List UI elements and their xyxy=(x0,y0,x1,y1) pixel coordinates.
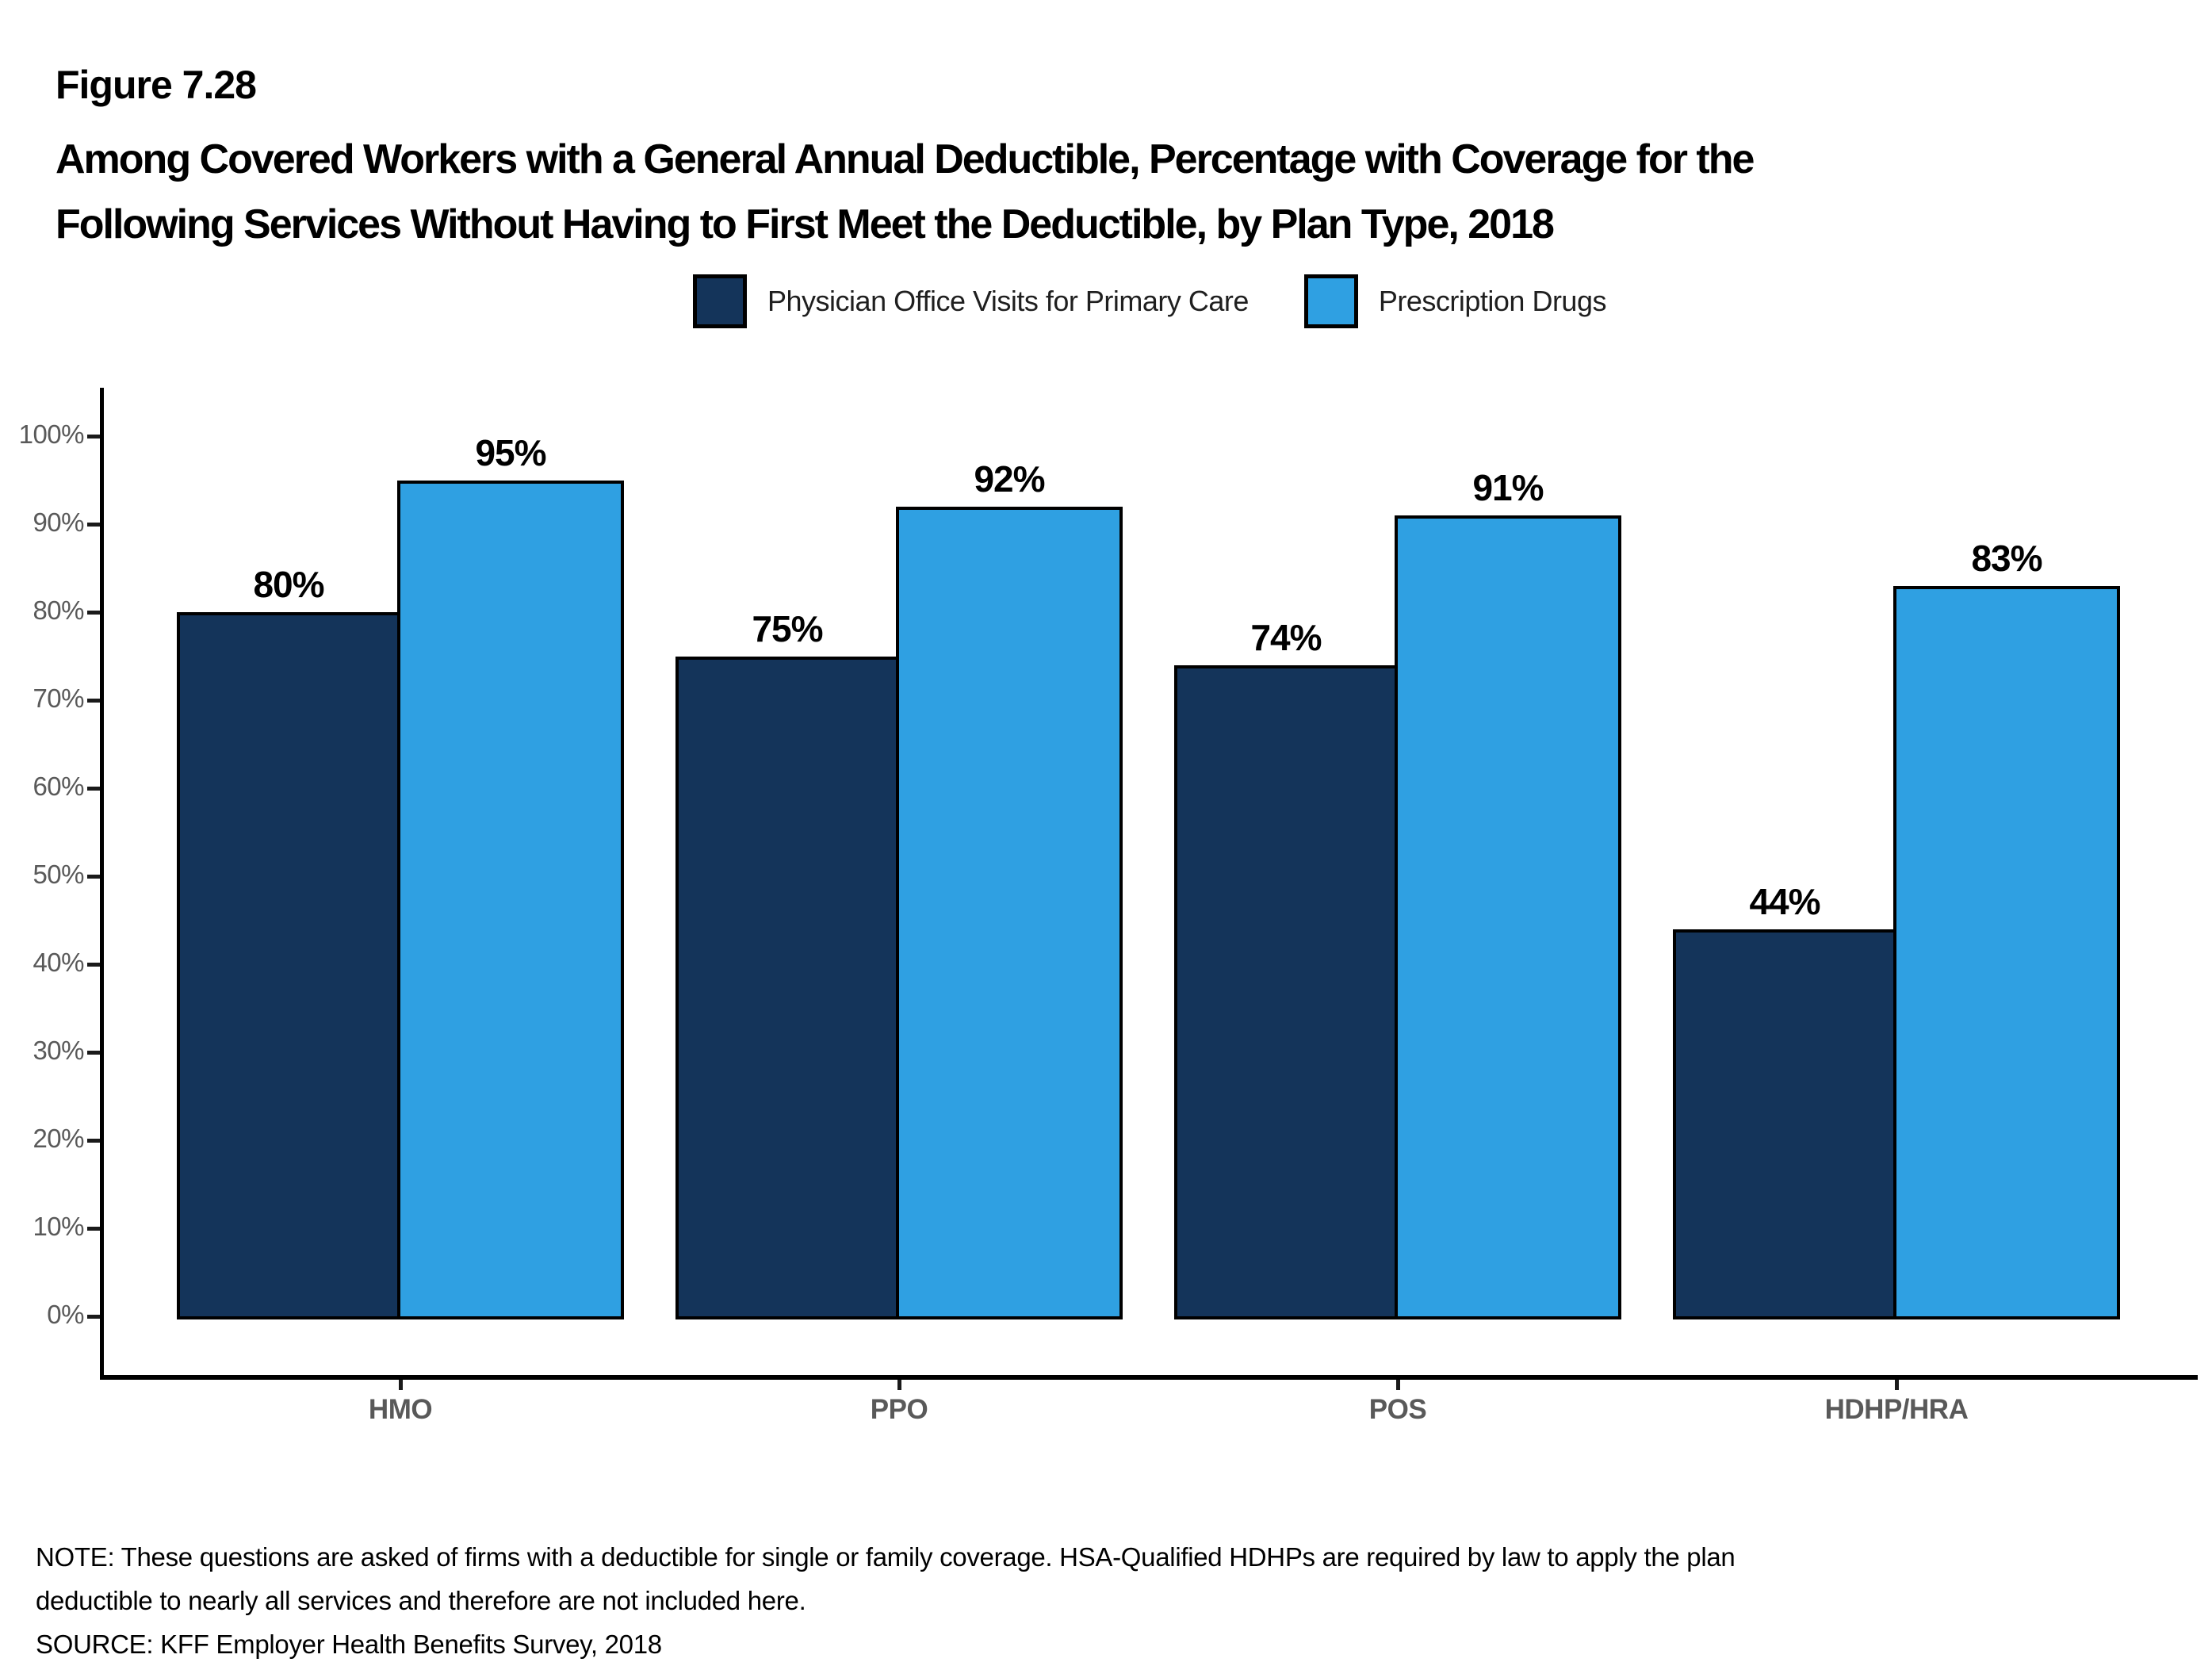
bar xyxy=(177,612,400,1319)
bar-value-label: 91% xyxy=(1472,466,1544,508)
y-tick-label: 60% xyxy=(33,772,84,801)
legend-item: Physician Office Visits for Primary Care xyxy=(693,274,1249,328)
y-tick xyxy=(87,875,100,879)
y-tick-label: 30% xyxy=(33,1036,84,1065)
x-axis-category-label: PPO xyxy=(870,1394,928,1425)
y-tick xyxy=(87,1315,100,1319)
legend-label: Prescription Drugs xyxy=(1378,285,1607,317)
y-tick xyxy=(87,611,100,615)
y-tick xyxy=(87,1139,100,1143)
bar-value-label: 74% xyxy=(1250,616,1322,658)
y-tick xyxy=(87,787,100,791)
bar-value-label: 83% xyxy=(1971,537,2042,579)
figure-title: Among Covered Workers with a General Ann… xyxy=(55,127,1755,257)
y-tick xyxy=(87,1227,100,1231)
legend-label: Physician Office Visits for Primary Care xyxy=(767,285,1249,317)
x-tick xyxy=(897,1380,901,1390)
y-tick xyxy=(87,1051,100,1055)
bar-value-label: 95% xyxy=(475,431,546,473)
bar xyxy=(1893,585,2120,1319)
bar-value-label: 44% xyxy=(1749,880,1820,922)
y-tick xyxy=(87,523,100,527)
y-tick-label: 40% xyxy=(33,948,84,977)
bar-value-label: 92% xyxy=(974,458,1045,500)
x-tick xyxy=(1895,1380,1899,1390)
y-tick-label: 20% xyxy=(33,1124,84,1153)
chart-legend: Physician Office Visits for Primary Care… xyxy=(103,274,2196,328)
figure-number: Figure 7.28 xyxy=(55,63,257,107)
y-tick-label: 70% xyxy=(33,684,84,713)
x-tick xyxy=(1396,1380,1400,1390)
legend-swatch-icon xyxy=(693,274,748,328)
figure-title-line2: Following Services Without Having to Fir… xyxy=(55,201,1555,247)
bar xyxy=(1395,515,1621,1319)
figure-title-line1: Among Covered Workers with a General Ann… xyxy=(55,136,1755,182)
y-tick xyxy=(87,699,100,703)
bar xyxy=(1174,664,1398,1319)
note-line-1: NOTE: These questions are asked of firms… xyxy=(36,1542,1736,1572)
legend-item: Prescription Drugs xyxy=(1303,274,1607,328)
bar xyxy=(397,480,624,1319)
legend-swatch-icon xyxy=(1303,274,1358,328)
bar xyxy=(1673,929,1896,1319)
y-axis-line xyxy=(100,388,104,1380)
x-axis-line xyxy=(100,1375,2198,1380)
x-tick xyxy=(399,1380,403,1390)
chart-notes: NOTE: These questions are asked of firms… xyxy=(36,1535,2176,1666)
source-line: SOURCE: KFF Employer Health Benefits Sur… xyxy=(36,1630,662,1659)
bar-value-label: 75% xyxy=(752,607,823,649)
y-tick-label: 50% xyxy=(33,860,84,889)
x-axis-category-label: HDHP/HRA xyxy=(1824,1394,1969,1425)
y-tick xyxy=(87,435,100,439)
y-tick-label: 10% xyxy=(33,1212,84,1241)
bar xyxy=(675,656,899,1319)
y-tick-label: 0% xyxy=(47,1300,84,1329)
y-tick-label: 90% xyxy=(33,507,84,537)
bar-value-label: 80% xyxy=(253,564,324,605)
note-line-2: deductible to nearly all services and th… xyxy=(36,1586,806,1615)
y-tick-label: 80% xyxy=(33,596,84,625)
x-axis-category-label: HMO xyxy=(368,1394,433,1425)
x-axis-category-label: POS xyxy=(1368,1394,1427,1425)
y-tick xyxy=(87,963,100,967)
y-tick-label: 100% xyxy=(18,419,85,449)
bar xyxy=(896,506,1123,1319)
